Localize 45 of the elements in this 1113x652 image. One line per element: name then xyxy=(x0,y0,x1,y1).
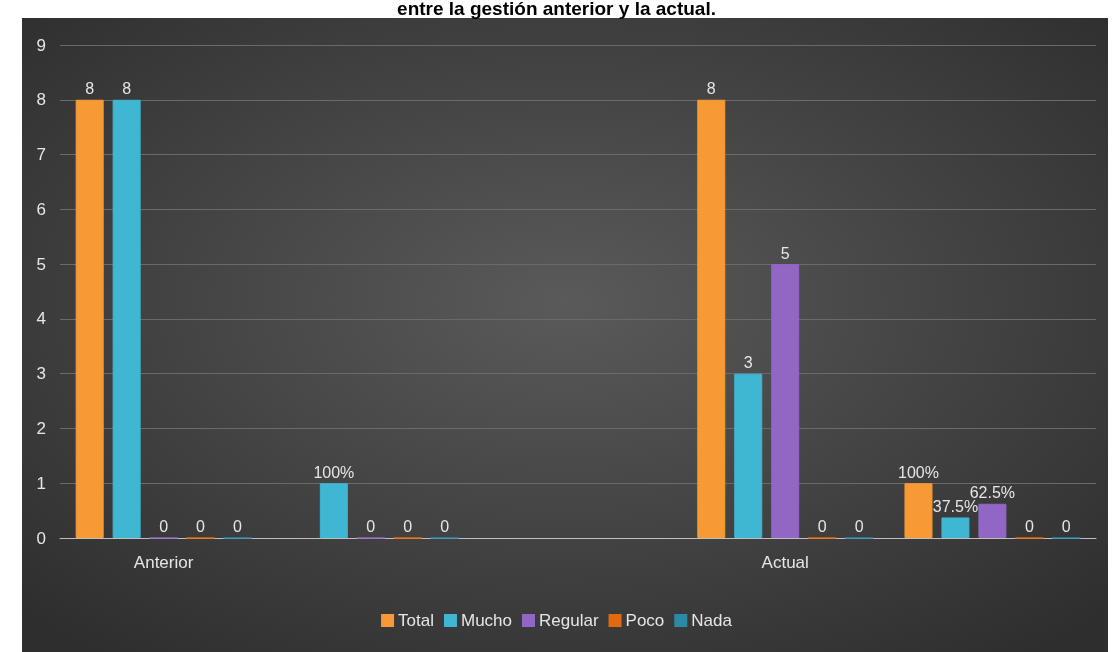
bar xyxy=(941,517,970,538)
data-label: 0 xyxy=(366,518,376,535)
y-tick-label: 5 xyxy=(36,254,46,274)
y-tick-label: 1 xyxy=(36,473,46,493)
x-tick-label: Actual xyxy=(761,553,809,572)
data-label: 0 xyxy=(1061,518,1071,535)
data-label: 0 xyxy=(1024,518,1034,535)
y-tick-label: 0 xyxy=(36,528,46,548)
y-tick-label: 6 xyxy=(36,199,46,219)
bar xyxy=(978,503,1007,538)
y-tick-label: 2 xyxy=(36,418,46,438)
y-tick-label: 9 xyxy=(36,35,46,55)
data-label: 0 xyxy=(440,518,450,535)
data-label: 37.5% xyxy=(932,497,979,515)
x-tick-label: Anterior xyxy=(133,553,194,572)
legend-label: Poco xyxy=(625,611,665,630)
legend-label: Regular xyxy=(539,611,599,630)
data-label: 0 xyxy=(403,518,413,535)
data-label: 0 xyxy=(854,518,864,535)
y-tick-label: 4 xyxy=(36,309,46,329)
data-label: 3 xyxy=(743,354,753,372)
y-tick-label: 8 xyxy=(36,90,46,110)
legend-label: Nada xyxy=(691,611,733,630)
bar xyxy=(771,264,800,538)
legend-label: Total xyxy=(398,611,434,630)
data-label: 8 xyxy=(85,80,95,98)
data-label: 5 xyxy=(780,244,790,262)
data-label: 100% xyxy=(313,463,355,481)
bar xyxy=(697,99,726,538)
data-label: 100% xyxy=(898,463,939,481)
data-label: 8 xyxy=(122,80,132,98)
bar xyxy=(319,483,348,538)
data-label: 0 xyxy=(159,518,169,535)
data-label: 0 xyxy=(233,518,243,535)
data-label: 0 xyxy=(196,518,206,535)
bar xyxy=(734,373,763,538)
data-label: 8 xyxy=(706,80,716,98)
data-label: 0 xyxy=(817,518,827,535)
bar xyxy=(904,483,933,538)
y-tick-label: 3 xyxy=(36,364,46,384)
bar xyxy=(75,99,104,538)
y-tick-label: 7 xyxy=(36,145,46,165)
bar xyxy=(112,99,141,538)
chart-title: entre la gestión anterior y la actual. xyxy=(397,0,716,19)
legend-label: Mucho xyxy=(460,611,513,630)
